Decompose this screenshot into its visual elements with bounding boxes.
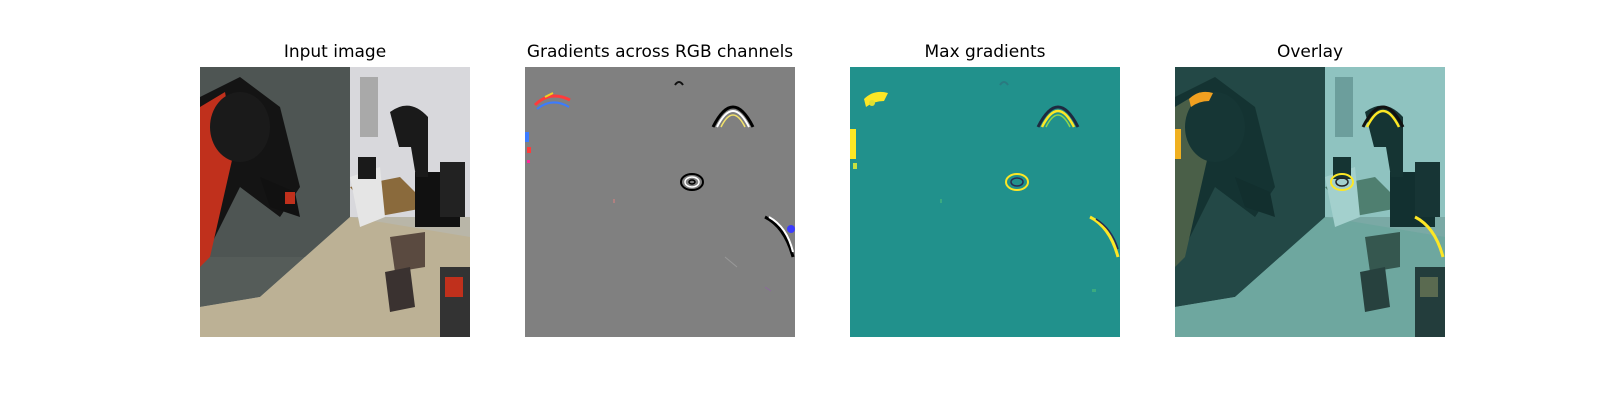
panel-title: Gradients across RGB channels [526,42,794,62]
panel-title: Max gradients [924,42,1046,62]
rgb-gradients-map [525,67,795,337]
input-image-panel: Input image [200,0,470,400]
rgb-gradients-image [525,67,795,337]
overlay-scene [1175,67,1445,337]
overlay-panel: Overlay [1175,0,1445,400]
panel-title: Input image [283,42,387,62]
input-image [200,67,470,337]
max-gradients-panel: Max gradients [850,0,1120,400]
max-gradients-map [850,67,1120,337]
input-image-scene [200,67,470,337]
max-gradients-image [850,67,1120,337]
overlay-image [1175,67,1445,337]
panel-title: Overlay [1276,42,1344,62]
rgb-gradients-panel: Gradients across RGB channels [525,0,795,400]
